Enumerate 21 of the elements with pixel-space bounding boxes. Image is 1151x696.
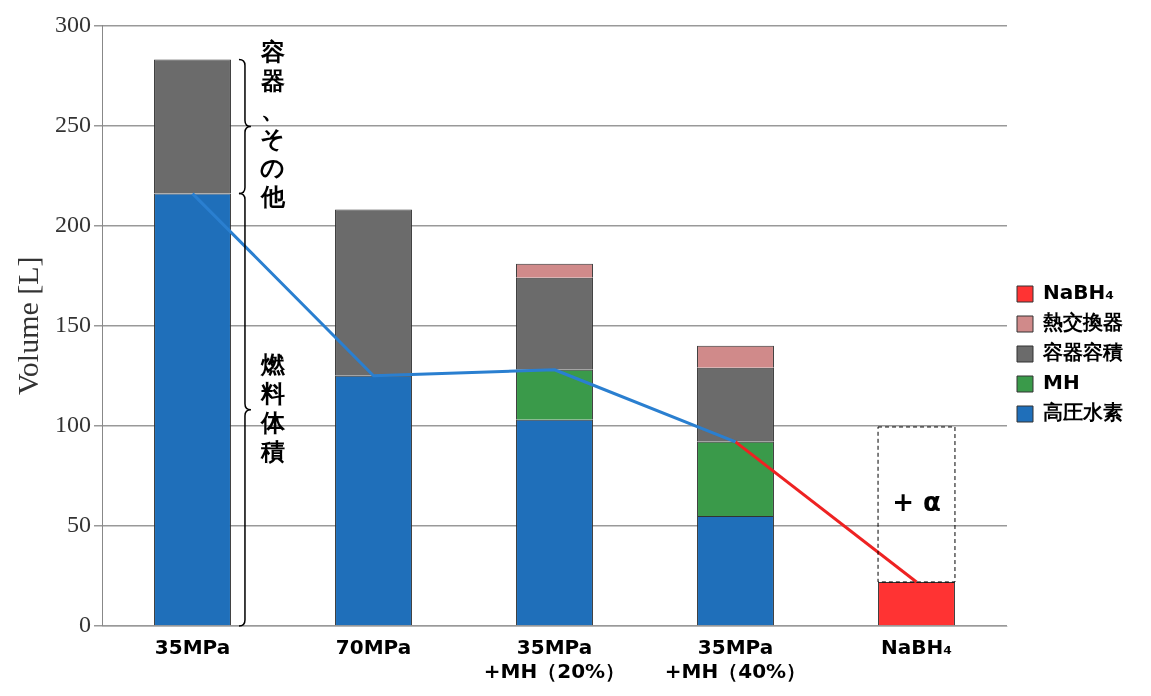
y-tick-label: 0 <box>79 611 91 638</box>
x-tick-label: 35MPa +MH（20%） <box>483 635 626 684</box>
y-tick-label: 250 <box>55 110 91 137</box>
annotation: + α <box>892 487 941 518</box>
x-tick-label: 70MPa <box>335 635 412 660</box>
annotation: 容器、その他 <box>259 38 286 212</box>
x-tick-label: NaBH₄ <box>881 635 952 660</box>
legend-label: MH <box>1043 370 1080 395</box>
legend-label: 容器容積 <box>1042 340 1123 365</box>
y-tick-label: 150 <box>55 311 91 337</box>
annotation: 燃料体積 <box>259 350 286 466</box>
legend-label: 高圧水素 <box>1043 400 1123 425</box>
x-tick-label: 35MPa +MH（40%） <box>664 635 807 684</box>
x-tick-label: 35MPa <box>154 635 231 660</box>
y-tick-label: 200 <box>55 210 91 237</box>
legend-label: NaBH₄ <box>1043 280 1114 305</box>
y-tick-label: 300 <box>55 10 91 37</box>
y-axis-title: Volume [L] <box>10 256 44 395</box>
y-tick-label: 50 <box>67 511 91 538</box>
legend-label: 熱交換器 <box>1042 310 1123 335</box>
y-tick-label: 100 <box>55 411 91 438</box>
